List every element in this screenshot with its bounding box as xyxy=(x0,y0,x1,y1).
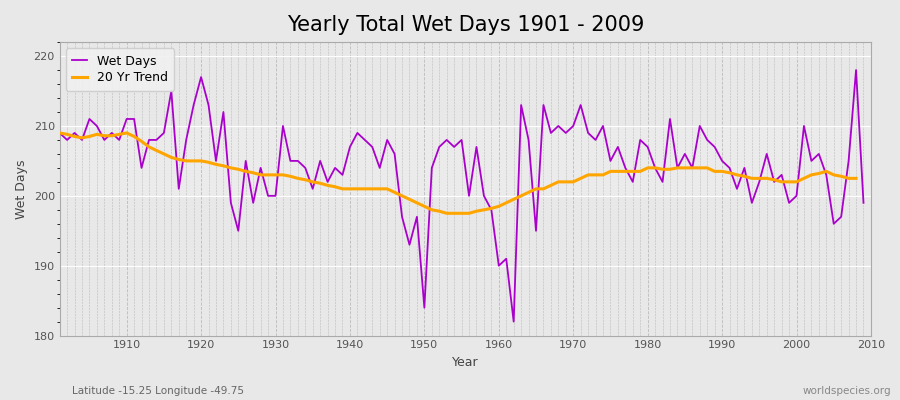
20 Yr Trend xyxy=(746,176,757,181)
Line: 20 Yr Trend: 20 Yr Trend xyxy=(59,133,856,213)
Wet Days xyxy=(590,138,601,142)
20 Yr Trend xyxy=(54,130,65,135)
Wet Days xyxy=(858,200,868,205)
20 Yr Trend xyxy=(181,158,192,163)
Wet Days xyxy=(322,180,333,184)
Bar xyxy=(59,126,871,196)
Text: Latitude -15.25 Longitude -49.75: Latitude -15.25 Longitude -49.75 xyxy=(72,386,244,396)
Text: worldspecies.org: worldspecies.org xyxy=(803,386,891,396)
Wet Days xyxy=(493,263,504,268)
Wet Days xyxy=(54,130,65,135)
Y-axis label: Wet Days: Wet Days xyxy=(15,159,28,218)
Wet Days xyxy=(850,68,861,72)
20 Yr Trend xyxy=(441,211,452,216)
20 Yr Trend xyxy=(695,166,706,170)
20 Yr Trend xyxy=(843,176,854,181)
Wet Days xyxy=(277,124,288,128)
Legend: Wet Days, 20 Yr Trend: Wet Days, 20 Yr Trend xyxy=(66,48,175,91)
Wet Days xyxy=(486,208,497,212)
20 Yr Trend xyxy=(136,139,147,144)
20 Yr Trend xyxy=(850,176,861,181)
20 Yr Trend xyxy=(427,208,437,212)
Title: Yearly Total Wet Days 1901 - 2009: Yearly Total Wet Days 1901 - 2009 xyxy=(286,15,644,35)
Wet Days xyxy=(508,319,519,324)
Wet Days xyxy=(113,138,124,142)
Line: Wet Days: Wet Days xyxy=(59,70,863,322)
X-axis label: Year: Year xyxy=(452,356,479,369)
